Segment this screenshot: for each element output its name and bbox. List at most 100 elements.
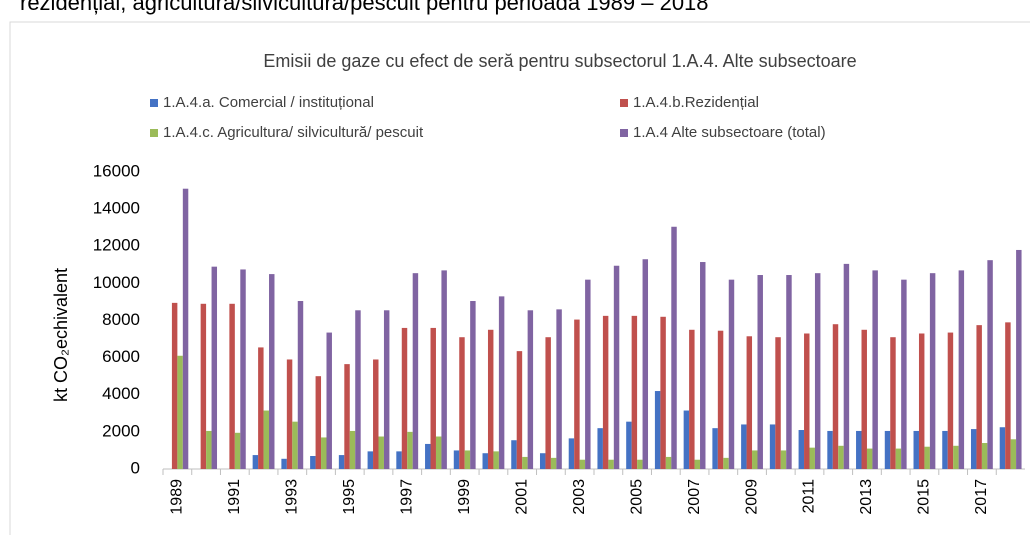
bar: [338, 455, 345, 469]
bar: [987, 260, 993, 469]
legend-label: 1.A.4.c. Agricultura/ silvicultură/ pesc…: [163, 124, 424, 141]
bar: [211, 266, 218, 469]
bar: [660, 316, 666, 469]
bar: [866, 448, 873, 469]
bar: [310, 456, 316, 469]
bar: [407, 431, 413, 469]
bar: [780, 450, 787, 469]
bar: [470, 301, 476, 469]
bar: [728, 279, 735, 469]
bar: [321, 437, 327, 469]
bar: [430, 327, 436, 469]
legend-label: 1.A.4.b.Rezidențial: [633, 94, 759, 111]
bar: [689, 329, 695, 469]
x-tick-label: 2007: [686, 479, 703, 515]
bar: [182, 188, 189, 470]
x-tick-label: 1991: [226, 479, 243, 515]
x-tick-label: 2001: [513, 479, 530, 515]
bar: [396, 451, 402, 469]
bar: [453, 450, 460, 469]
bar: [234, 432, 241, 469]
bar: [171, 302, 178, 469]
bar: [344, 364, 350, 469]
y-tick-label: 6000: [102, 347, 140, 366]
bar: [861, 329, 867, 469]
bar: [539, 453, 546, 469]
bar: [252, 455, 259, 469]
bar: [626, 421, 632, 469]
bar: [814, 273, 821, 469]
bar: [694, 459, 701, 469]
x-tick-label: 2009: [743, 479, 760, 515]
bar: [487, 329, 494, 469]
bar: [527, 310, 534, 469]
bar: [665, 456, 672, 469]
bar: [654, 391, 661, 469]
bar: [999, 427, 1006, 469]
bar: [798, 430, 805, 469]
bar: [206, 430, 212, 469]
bar: [493, 451, 499, 469]
y-tick-label: 8000: [102, 310, 140, 329]
bar: [550, 457, 557, 469]
bar: [281, 458, 287, 469]
bar: [786, 275, 792, 469]
bar: [981, 443, 988, 469]
bar: [585, 279, 591, 469]
bar: [913, 430, 919, 469]
bar: [516, 351, 523, 469]
bar: [258, 347, 264, 469]
legend-swatch: [150, 99, 158, 107]
bar: [597, 428, 603, 469]
bar: [556, 309, 562, 469]
bar: [671, 226, 677, 469]
legend-swatch: [620, 99, 628, 107]
bar: [700, 262, 706, 469]
bar: [602, 315, 609, 469]
bar: [326, 332, 332, 469]
bar: [177, 355, 183, 469]
x-tick-label: 1995: [341, 479, 358, 515]
bar: [890, 337, 896, 469]
bar: [498, 296, 505, 469]
bar: [752, 450, 758, 469]
legend-swatch: [150, 129, 158, 137]
x-tick-label: 2015: [916, 479, 933, 515]
bar: [746, 336, 753, 469]
bar: [286, 359, 293, 469]
legend-swatch: [620, 129, 628, 137]
bar: [895, 448, 902, 469]
bar: [637, 459, 643, 469]
bar: [827, 430, 833, 469]
bar: [401, 327, 408, 469]
y-axis-label: kt CO₂echivalent: [51, 268, 71, 402]
bar: [229, 303, 235, 469]
bar: [522, 456, 528, 469]
x-tick-label: 1993: [284, 479, 301, 515]
bar: [769, 424, 776, 469]
bar: [269, 274, 275, 469]
bar: [378, 436, 384, 469]
y-tick-label: 0: [131, 458, 140, 477]
bar: [297, 301, 304, 469]
x-tick-label: 2011: [801, 479, 818, 514]
bar: [613, 265, 620, 469]
bar: [843, 263, 850, 469]
bar: [435, 436, 442, 469]
bar: [292, 421, 298, 469]
bar: [872, 270, 878, 469]
y-tick-label: 16000: [93, 161, 140, 180]
bar: [958, 270, 965, 469]
x-tick-label: 1997: [398, 479, 415, 515]
bar: [924, 446, 930, 469]
bar: [832, 324, 839, 469]
bar: [838, 445, 844, 469]
y-tick-label: 12000: [93, 236, 140, 255]
bar: [1016, 249, 1022, 469]
chart-frame: [9, 21, 1030, 535]
y-tick-label: 14000: [93, 199, 140, 218]
x-tick-label: 2005: [628, 479, 645, 515]
bar: [942, 430, 948, 469]
chart-title: Emisii de gaze cu efect de seră pentru s…: [263, 51, 856, 71]
